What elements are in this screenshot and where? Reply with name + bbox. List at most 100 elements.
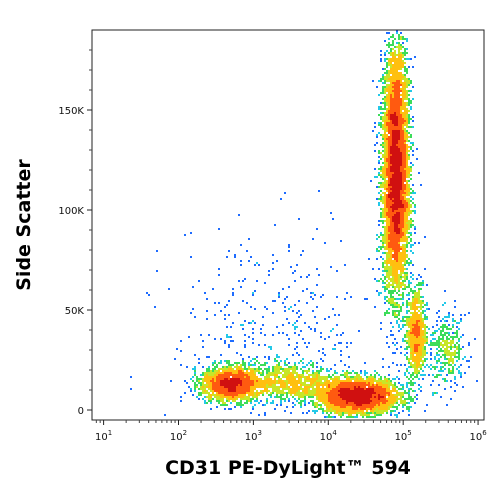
data-point: [302, 394, 304, 396]
data-point: [392, 66, 394, 68]
data-point: [256, 384, 258, 386]
data-point: [352, 390, 354, 392]
data-point: [218, 302, 220, 304]
data-point: [388, 254, 390, 256]
data-point: [254, 380, 256, 382]
data-point: [382, 184, 384, 186]
data-point: [400, 262, 402, 264]
data-point: [282, 374, 284, 376]
data-point: [408, 98, 410, 100]
data-point: [386, 400, 388, 402]
data-point: [228, 368, 230, 370]
data-point: [452, 354, 454, 356]
data-point: [426, 338, 428, 340]
data-point: [378, 414, 380, 416]
data-point: [450, 372, 452, 374]
data-point: [382, 386, 384, 388]
data-point: [404, 230, 406, 232]
data-point: [394, 88, 396, 90]
data-point: [404, 108, 406, 110]
data-point: [318, 190, 320, 192]
data-point: [400, 102, 402, 104]
data-point: [410, 134, 412, 136]
data-point: [390, 100, 392, 102]
data-point: [388, 388, 390, 390]
data-point: [458, 322, 460, 324]
data-point: [414, 226, 416, 228]
data-point: [414, 372, 416, 374]
data-point: [304, 404, 306, 406]
data-point: [390, 126, 392, 128]
data-point: [398, 162, 400, 164]
data-point: [406, 348, 408, 350]
data-point: [298, 362, 300, 364]
data-point: [330, 384, 332, 386]
data-point: [412, 308, 414, 310]
data-point: [388, 268, 390, 270]
data-point: [410, 316, 412, 318]
data-point: [390, 226, 392, 228]
data-point: [360, 402, 362, 404]
data-point: [316, 372, 318, 374]
data-point: [396, 76, 398, 78]
data-point: [384, 206, 386, 208]
data-point: [382, 234, 384, 236]
data-point: [426, 302, 428, 304]
data-point: [408, 176, 410, 178]
data-point: [394, 68, 396, 70]
data-point: [394, 312, 396, 314]
data-point: [214, 360, 216, 362]
data-point: [398, 242, 400, 244]
data-point: [390, 214, 392, 216]
data-point: [340, 240, 342, 242]
data-point: [386, 272, 388, 274]
data-point: [340, 334, 342, 336]
data-point: [388, 404, 390, 406]
data-point: [364, 398, 366, 400]
data-point: [412, 220, 414, 222]
data-point: [274, 388, 276, 390]
data-point: [398, 146, 400, 148]
data-point: [242, 376, 244, 378]
data-point: [292, 376, 294, 378]
data-point: [362, 416, 364, 418]
data-point: [370, 408, 372, 410]
data-point: [400, 182, 402, 184]
data-point: [340, 382, 342, 384]
data-point: [240, 390, 242, 392]
data-point: [436, 376, 438, 378]
data-point: [238, 396, 240, 398]
data-point: [408, 114, 410, 116]
data-point: [416, 346, 418, 348]
data-point: [424, 332, 426, 334]
data-point: [398, 274, 400, 276]
data-point: [276, 360, 278, 362]
data-point: [402, 124, 404, 126]
data-point: [368, 392, 370, 394]
data-point: [390, 58, 392, 60]
data-point: [382, 116, 384, 118]
data-point: [392, 94, 394, 96]
data-point: [386, 154, 388, 156]
data-point: [242, 368, 244, 370]
data-point: [390, 250, 392, 252]
data-point: [286, 388, 288, 390]
data-point: [380, 112, 382, 114]
data-point: [396, 200, 398, 202]
data-point: [380, 80, 382, 82]
data-point: [426, 332, 428, 334]
data-point: [438, 374, 440, 376]
data-point: [404, 130, 406, 132]
data-point: [406, 164, 408, 166]
data-point: [396, 196, 398, 198]
data-point: [400, 116, 402, 118]
data-point: [204, 384, 206, 386]
data-point: [202, 378, 204, 380]
data-point: [396, 42, 398, 44]
data-point: [398, 370, 400, 372]
data-point: [436, 374, 438, 376]
data-point: [382, 280, 384, 282]
data-point: [194, 368, 196, 370]
data-point: [234, 406, 236, 408]
data-point: [282, 368, 284, 370]
